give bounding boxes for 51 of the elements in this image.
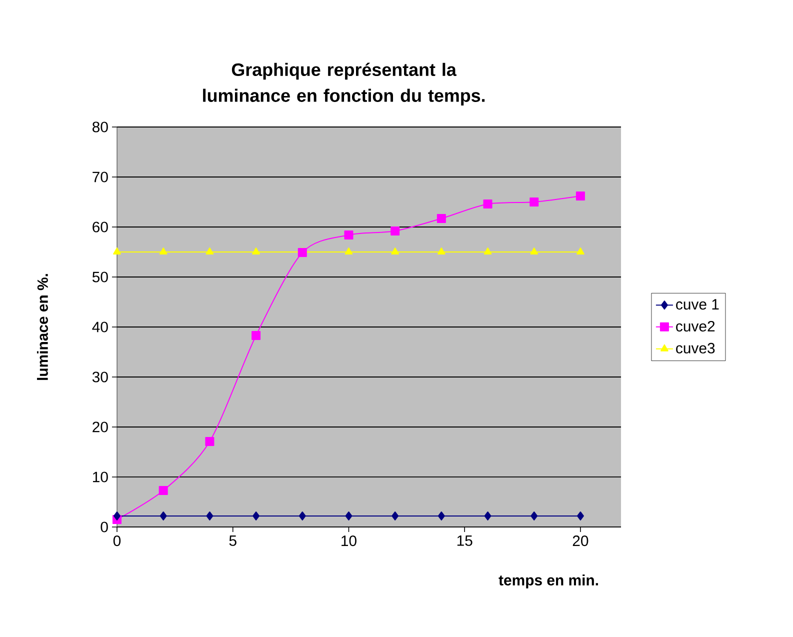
y-tick-label: 20 [92,422,108,432]
point [530,247,538,254]
point [437,247,446,254]
legend-label: cuve 1 [676,299,719,310]
y-tick-label: 10 [93,472,108,482]
x-tick-label: 10 [342,536,356,546]
point [113,247,121,254]
y-tick-label: 40 [92,322,108,332]
point [392,511,399,520]
legend-label: cuve3 [676,342,715,354]
point [160,511,167,520]
point [298,511,306,520]
chart-title: Graphique représentant la luminance en fonction du temps. [203,62,485,106]
x-axis-title: temps en min. [498,574,598,588]
y-tick-label: 70 [92,172,108,182]
point [114,511,121,520]
point [390,226,400,236]
point [576,511,584,520]
point [252,247,260,254]
point [252,330,261,340]
point [530,511,538,520]
point [438,511,445,520]
point [206,247,214,254]
point [391,247,400,254]
point [344,230,354,240]
x-tick-label: 15 [457,536,472,546]
y-tick-label: 60 [92,222,108,232]
y-tick-label: 80 [92,122,108,132]
point [436,214,446,223]
y-tick-label: 0 [100,522,108,532]
point [483,199,492,208]
point [344,247,353,254]
point [484,511,492,520]
point [252,511,260,520]
legend-label: cuve2 [676,320,715,332]
point [159,247,168,254]
y-tick-label: 50 [92,272,108,282]
point [206,511,214,520]
x-tick-label: 20 [572,536,588,546]
y-tick-label: 30 [92,372,108,382]
point [576,247,584,254]
y-axis-title: luminace en %. [36,274,48,380]
x-tick-label: 0 [113,536,121,546]
point [158,486,168,495]
point [576,191,585,200]
point [530,197,539,206]
x-tick-label: 5 [229,536,236,546]
point [298,248,307,257]
point [484,247,492,254]
point [205,436,214,446]
point [345,511,352,520]
